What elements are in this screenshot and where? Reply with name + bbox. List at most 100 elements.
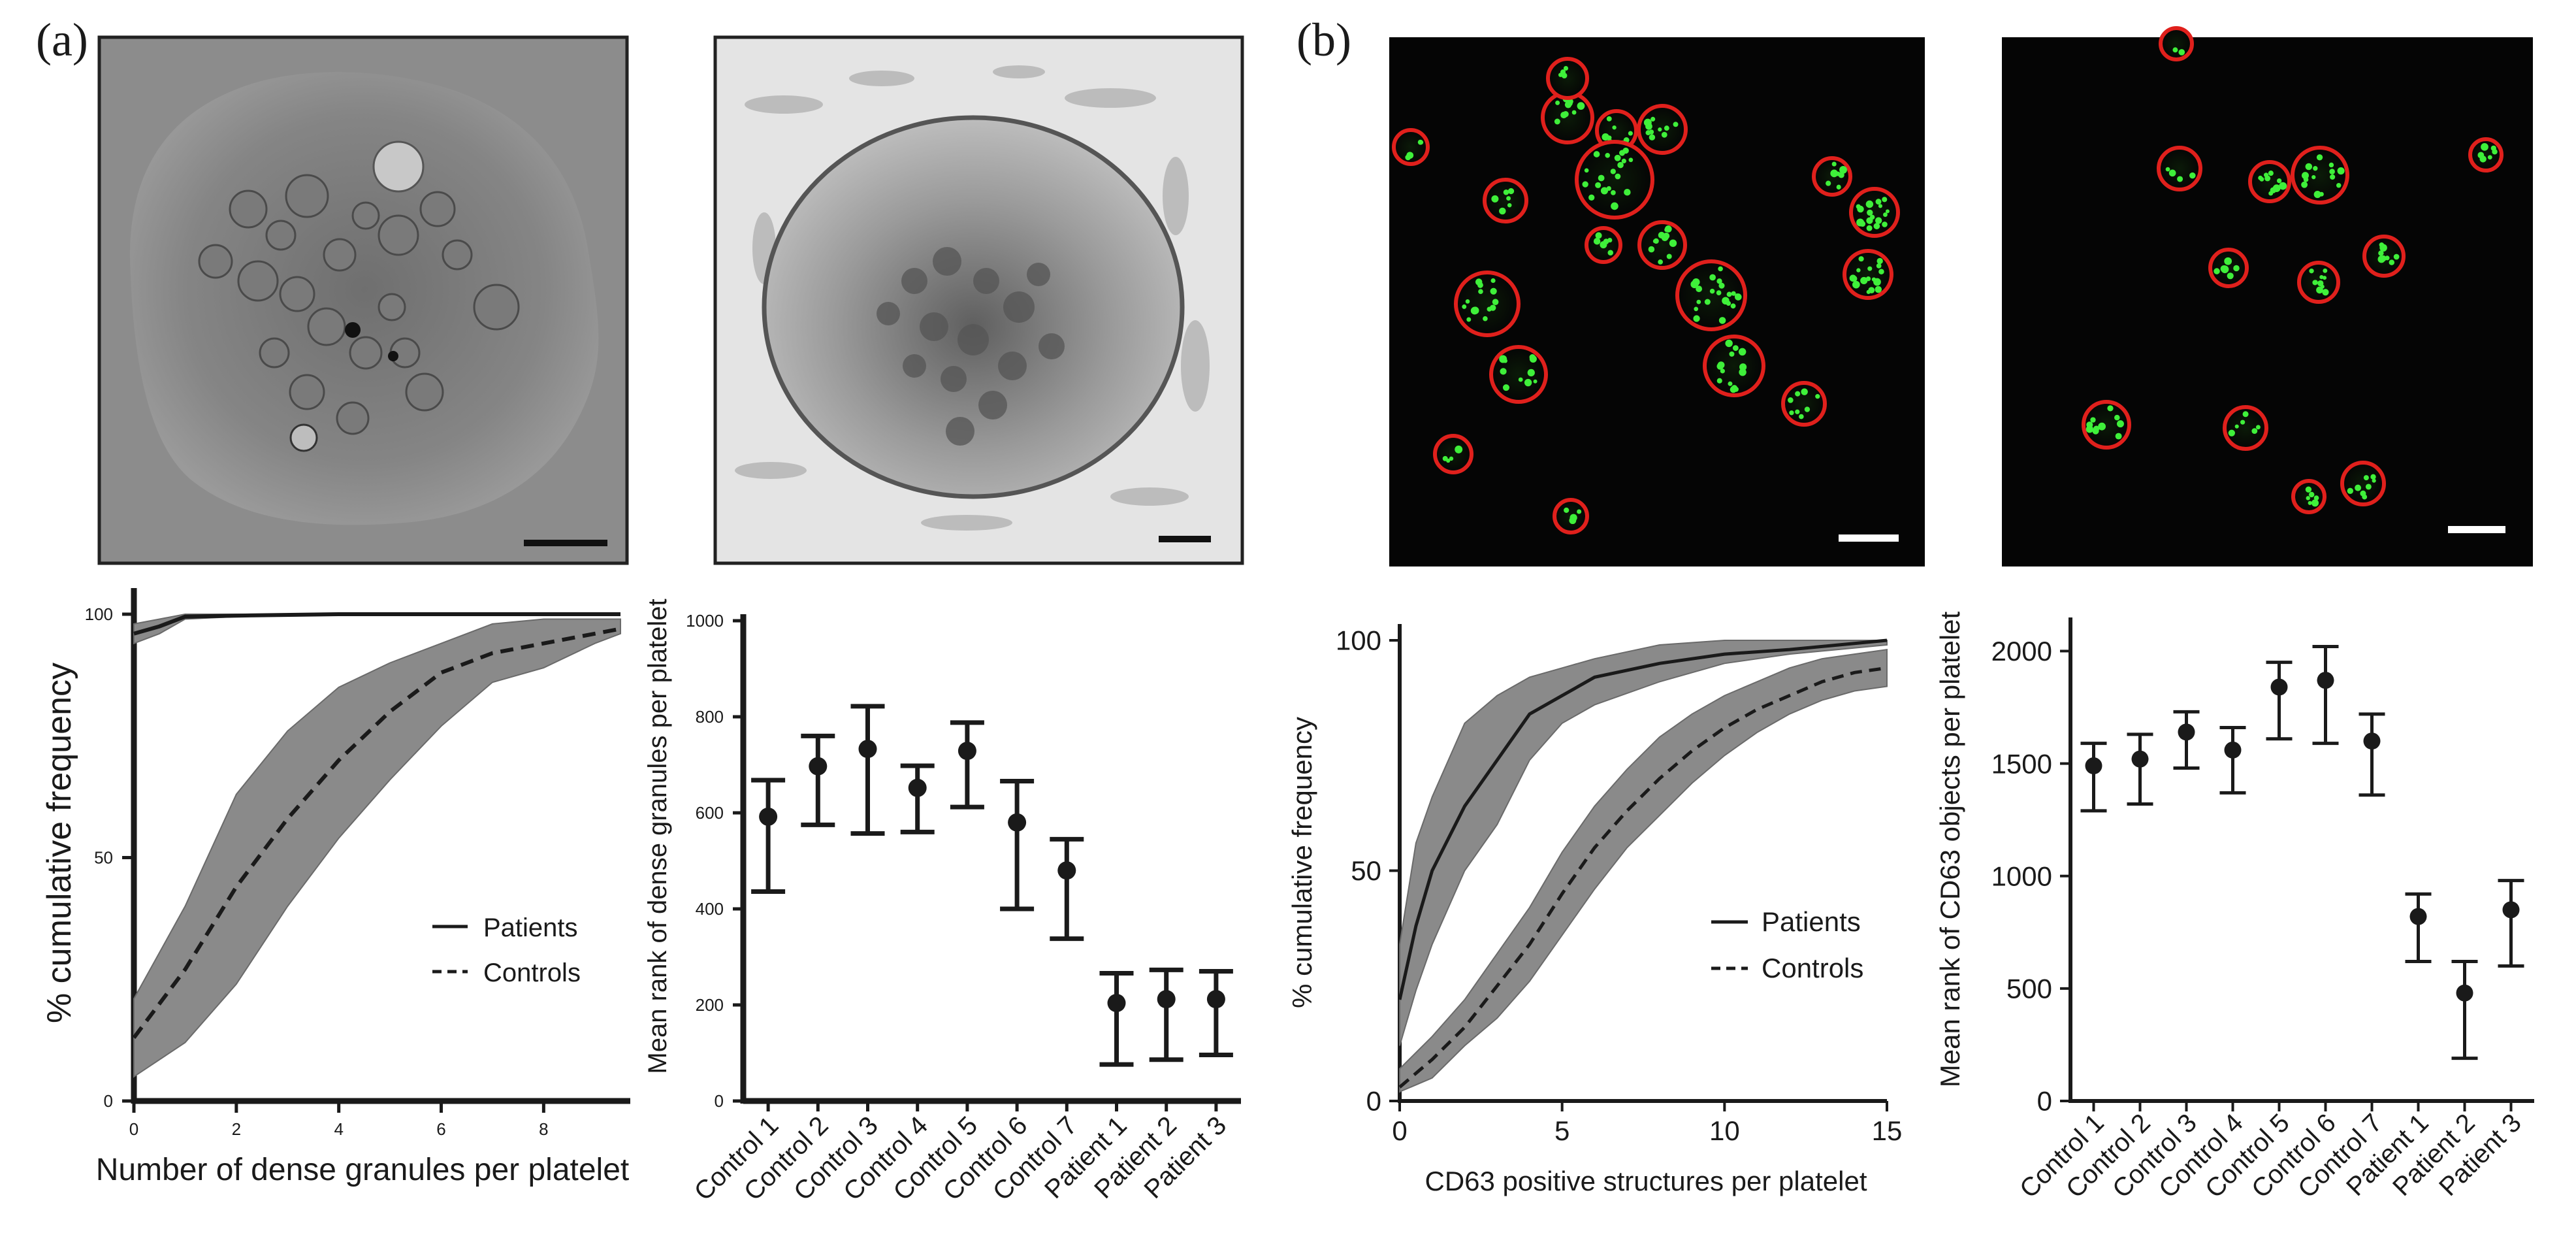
cd63-granule xyxy=(2336,182,2342,188)
y-axis-label: % cumulative frequency xyxy=(40,663,78,1023)
cd63-granule xyxy=(1618,150,1626,156)
cd63-granule xyxy=(2313,495,2319,501)
x-tick-label: 5 xyxy=(1554,1115,1570,1146)
platelet-cell xyxy=(2248,160,2291,203)
platelet-cell xyxy=(1575,140,1654,220)
cd63-granule xyxy=(1563,65,1569,71)
cd63-granule xyxy=(1690,280,1699,289)
cd63-granule xyxy=(1726,291,1732,297)
cd63-granule xyxy=(2301,181,2308,188)
cd63-granule xyxy=(1717,361,1725,369)
data-point xyxy=(1107,994,1126,1013)
cd63-granule xyxy=(1527,369,1535,377)
cd63-granule xyxy=(2328,162,2334,168)
cd63-granule xyxy=(1865,276,1871,282)
y-tick-label: 100 xyxy=(85,604,113,624)
cd63-granule xyxy=(2309,268,2314,274)
cd63-granule xyxy=(1709,288,1715,294)
cd63-granule xyxy=(1836,185,1841,190)
cd63-granule xyxy=(2322,289,2329,296)
cd63-granule xyxy=(2165,167,2170,172)
cd63-granule xyxy=(1470,306,1479,315)
cd63-granule xyxy=(1788,397,1794,403)
cd63-granule xyxy=(1839,165,1847,174)
scale-bar xyxy=(524,540,607,546)
y-tick-label: 500 xyxy=(2006,974,2052,1004)
cd63-granule xyxy=(2092,427,2099,435)
cd63-granule xyxy=(2233,265,2240,272)
platelet-cell xyxy=(1546,57,1589,100)
cd63-granule xyxy=(2251,428,2258,435)
cd63-granule xyxy=(2347,487,2354,494)
cd63-granule xyxy=(1875,286,1882,293)
cd63-granule xyxy=(1487,306,1492,312)
cd63-granule xyxy=(1611,202,1618,210)
cd63-granule xyxy=(1507,203,1512,208)
cd63-granule xyxy=(2240,419,2246,425)
cd63-granule xyxy=(1795,409,1800,414)
cd63-granule xyxy=(1661,234,1669,242)
cd63-granule xyxy=(1455,445,1463,453)
cd63-granule xyxy=(2234,424,2239,429)
data-point xyxy=(1008,813,1027,832)
cd63-granule xyxy=(2115,433,2122,440)
cd63-granule xyxy=(1442,455,1448,461)
y-tick-label: 0 xyxy=(715,1091,724,1111)
cd63-granule xyxy=(1499,207,1506,215)
cd63-granule xyxy=(2263,172,2269,178)
cd63-granule xyxy=(2372,478,2376,483)
y-tick-label: 800 xyxy=(696,707,724,727)
cd63-granule xyxy=(1704,299,1711,305)
cd63-granule xyxy=(1856,204,1861,209)
cd63-granule xyxy=(1666,254,1672,259)
cd63-granule xyxy=(1658,127,1662,132)
legend-label-patients: Patients xyxy=(483,913,578,942)
legend-label-controls: Controls xyxy=(483,959,581,987)
cd63-granule xyxy=(2379,242,2385,248)
cd63-granule xyxy=(1628,131,1633,136)
cd63-granule xyxy=(2363,475,2369,481)
data-point xyxy=(958,742,976,761)
data-point xyxy=(2178,723,2195,741)
cd63-granule xyxy=(1648,246,1655,253)
cd63-granule xyxy=(1607,237,1613,243)
cd63-granule xyxy=(1577,102,1585,110)
cd63-granule xyxy=(1709,274,1716,281)
cd63-granule xyxy=(2316,154,2323,161)
cd63-granule xyxy=(1878,269,1884,275)
cd63-granule xyxy=(2177,176,2183,182)
cd63-granule xyxy=(2312,280,2318,286)
cd63-granule xyxy=(2393,254,2400,260)
cd63-granule xyxy=(1876,263,1882,269)
y-tick-label: 200 xyxy=(696,995,724,1015)
data-point xyxy=(2409,908,2427,925)
y-tick-label: 400 xyxy=(696,899,724,919)
cd63-granule xyxy=(2337,167,2345,175)
line-controls xyxy=(132,627,621,1040)
cd63-granule xyxy=(1518,377,1523,382)
em-micrograph-control xyxy=(97,35,629,565)
platelet-cell xyxy=(1849,187,1900,238)
cd63-granule xyxy=(1718,266,1723,272)
cd63-granule xyxy=(1584,168,1589,173)
cd63-granule xyxy=(1875,217,1882,224)
cd63-granule xyxy=(2320,284,2325,289)
legend-label-patients: Patients xyxy=(1762,906,1861,937)
cd63-granule xyxy=(2214,268,2220,274)
data-point xyxy=(858,740,877,759)
y-tick-label: 100 xyxy=(1336,625,1381,656)
x-axis-label: CD63 positive structures per platelet xyxy=(1425,1166,1867,1196)
cd63-granule xyxy=(1739,368,1747,376)
cd63-granule xyxy=(2311,174,2316,180)
cd63-granule xyxy=(1851,275,1858,282)
cd63-granule xyxy=(2492,148,2498,155)
data-point xyxy=(2317,672,2334,689)
cd63-granule xyxy=(1653,238,1659,244)
cd63-granule xyxy=(1876,257,1883,265)
y-tick-label: 1500 xyxy=(1991,748,2052,779)
cd63-granule xyxy=(1815,394,1820,399)
x-tick-label: 8 xyxy=(539,1119,548,1139)
x-tick-label: 0 xyxy=(129,1119,138,1139)
cd63-granule xyxy=(1882,222,1888,227)
cd63-granule xyxy=(1611,189,1616,195)
